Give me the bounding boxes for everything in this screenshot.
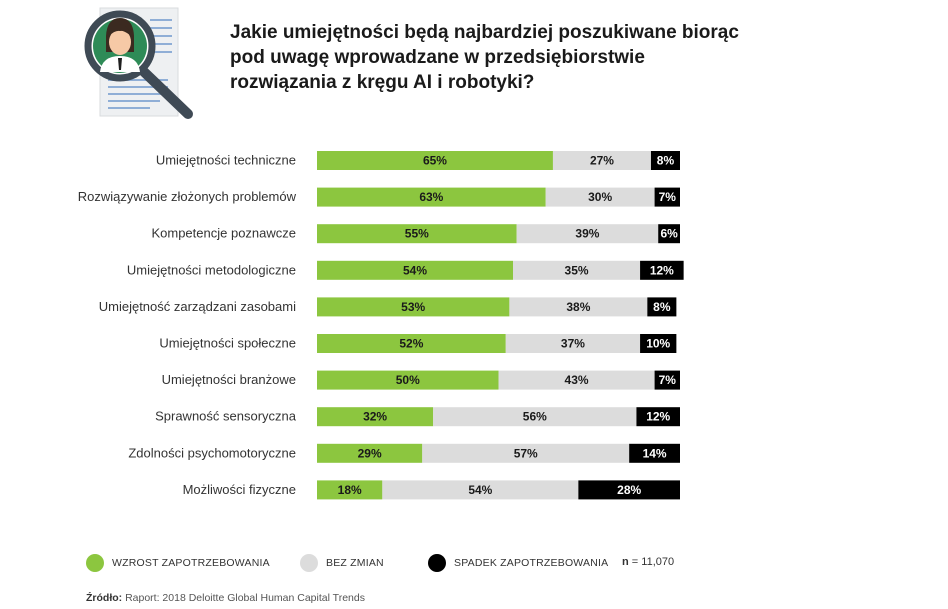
legend-label-decrease: SPADEK ZAPOTRZEBOWANIA: [454, 557, 609, 569]
bar-segment-no-change: [433, 407, 637, 427]
bar-row-umiejetnosci-spoleczne: Umiejętności społeczne 52% 37% 10%: [159, 334, 677, 353]
value-label-increase: 50%: [396, 373, 420, 387]
bar-segment-increase: [317, 260, 514, 280]
value-label-no-change: 57%: [514, 446, 538, 460]
bar-segment-increase: [317, 187, 546, 207]
category-label: Rozwiązywanie złożonych problemów: [78, 189, 297, 204]
bar-row-mozliwosci-fizyczne: Możliwości fizyczne 18% 54% 28%: [183, 480, 680, 500]
legend-swatch-increase: [86, 554, 104, 572]
bar-segment-increase: [317, 334, 506, 353]
value-label-no-change: 38%: [566, 300, 590, 314]
value-label-decrease: 7%: [659, 190, 677, 204]
value-label-no-change: 39%: [575, 227, 599, 241]
sample-size-value: = 11,070: [631, 556, 675, 568]
bar-segment-no-change: [509, 297, 648, 317]
category-label: Umiejętność zarządzani zasobami: [99, 299, 296, 314]
sample-size-label: n: [622, 556, 629, 568]
bar-row-umiejetnosci-techniczne: Umiejętności techniczne 65% 27% 8%: [156, 151, 680, 170]
category-label: Sprawność sensoryczna: [155, 409, 297, 424]
value-label-no-change: 37%: [561, 337, 585, 351]
source-label: Źródło:: [86, 592, 123, 604]
bar-segment-decrease: [629, 443, 680, 463]
value-label-no-change: 43%: [565, 373, 589, 387]
value-label-no-change: 30%: [588, 190, 612, 204]
value-label-decrease: 12%: [646, 410, 670, 424]
bar-segment-no-change: [498, 370, 655, 390]
value-label-decrease: 12%: [650, 263, 674, 277]
value-label-decrease: 10%: [646, 337, 670, 351]
value-label-no-change: 56%: [523, 410, 547, 424]
value-label-increase: 18%: [338, 483, 362, 497]
value-label-increase: 29%: [358, 446, 382, 460]
legend-item-increase: WZROST ZAPOTRZEBOWANIA: [86, 552, 270, 574]
legend-swatch-no-change: [300, 554, 318, 572]
value-label-no-change: 27%: [590, 154, 614, 168]
bar-segment-no-change: [516, 224, 659, 244]
bar-segment-decrease: [578, 480, 680, 500]
sample-size-note: n = 11,070: [622, 556, 674, 568]
bar-segment-no-change: [422, 443, 630, 463]
value-label-increase: 32%: [363, 410, 387, 424]
bar-segment-increase: [317, 297, 510, 317]
value-label-increase: 54%: [403, 263, 427, 277]
bar-segment-decrease: [647, 297, 677, 317]
bar-row-umiejetnosci-metodologiczne: Umiejętności metodologiczne 54% 35% 12%: [127, 260, 684, 280]
magnifier-over-resume-icon: [84, 7, 193, 119]
source-text: Raport: 2018 Deloitte Global Human Capit…: [125, 592, 365, 604]
value-label-no-change: 54%: [468, 483, 492, 497]
bar-segment-decrease: [636, 407, 680, 427]
category-label: Zdolności psychomotoryczne: [128, 445, 296, 460]
chart-legend: WZROST ZAPOTRZEBOWANIA BEZ ZMIAN SPADEK …: [86, 552, 686, 574]
bar-segment-no-change: [545, 187, 655, 207]
bar-segment-no-change: [382, 480, 579, 500]
bar-row-zdolnosci-psychomotoryczne: Zdolności psychomotoryczne 29% 57% 14%: [128, 443, 680, 463]
value-label-no-change: 35%: [565, 263, 589, 277]
bar-segment-increase: [317, 224, 517, 244]
category-label: Możliwości fizyczne: [183, 482, 296, 497]
value-label-decrease: 6%: [660, 227, 678, 241]
bar-row-umiejetnosc-zarzadzani-zasobami: Umiejętność zarządzani zasobami 53% 38% 8%: [99, 297, 677, 317]
bar-segment-no-change: [552, 151, 651, 170]
legend-label-increase: WZROST ZAPOTRZEBOWANIA: [112, 557, 270, 569]
bar-segment-decrease: [640, 334, 677, 353]
category-label: Umiejętności techniczne: [156, 153, 296, 168]
bar-segment-decrease: [654, 187, 680, 207]
value-label-decrease: 8%: [657, 154, 675, 168]
chart-title: Jakie umiejętności będą najbardziej posz…: [230, 22, 739, 93]
category-label: Umiejętności społeczne: [159, 336, 296, 351]
value-label-decrease: 14%: [643, 446, 667, 460]
value-label-increase: 63%: [419, 190, 443, 204]
legend-swatch-decrease: [428, 554, 446, 572]
value-label-decrease: 8%: [653, 300, 671, 314]
legend-item-decrease: SPADEK ZAPOTRZEBOWANIA: [428, 552, 608, 574]
bar-row-sprawnosc-sensoryczna: Sprawność sensoryczna 32% 56% 12%: [155, 407, 680, 427]
bar-row-kompetencje-poznawcze: Kompetencje poznawcze 55% 39% 6%: [151, 224, 680, 244]
source-note: Źródło: Raport: 2018 Deloitte Global Hum…: [86, 592, 365, 604]
legend-item-no-change: BEZ ZMIAN: [300, 552, 384, 574]
bar-segment-increase: [317, 443, 423, 463]
bar-segment-increase: [317, 370, 499, 390]
legend-label-no-change: BEZ ZMIAN: [326, 557, 384, 569]
bar-segment-no-change: [513, 260, 641, 280]
value-label-increase: 52%: [399, 337, 423, 351]
category-label: Umiejętności metodologiczne: [127, 262, 296, 277]
category-label: Kompetencje poznawcze: [151, 226, 296, 241]
bar-segment-decrease: [650, 151, 680, 170]
value-label-increase: 53%: [401, 300, 425, 314]
category-label: Umiejętności branżowe: [162, 372, 296, 387]
value-label-decrease: 7%: [659, 373, 677, 387]
bar-segment-increase: [317, 407, 434, 427]
bar-segment-decrease: [658, 224, 680, 244]
bar-segment-increase: [317, 480, 383, 500]
bar-segment-no-change: [505, 334, 641, 353]
value-label-decrease: 28%: [617, 483, 641, 497]
value-label-increase: 65%: [423, 154, 447, 168]
bar-row-umiejetnosci-branzowe: Umiejętności branżowe 50% 43% 7%: [162, 370, 680, 390]
bar-segment-increase: [317, 151, 553, 170]
bar-segment-decrease: [640, 260, 684, 280]
bar-row-rozwiazywanie-zlozonych-problemow: Rozwiązywanie złożonych problemów 63% 30% 7…: [78, 187, 680, 207]
value-label-increase: 55%: [405, 227, 429, 241]
bar-segment-decrease: [654, 370, 680, 390]
